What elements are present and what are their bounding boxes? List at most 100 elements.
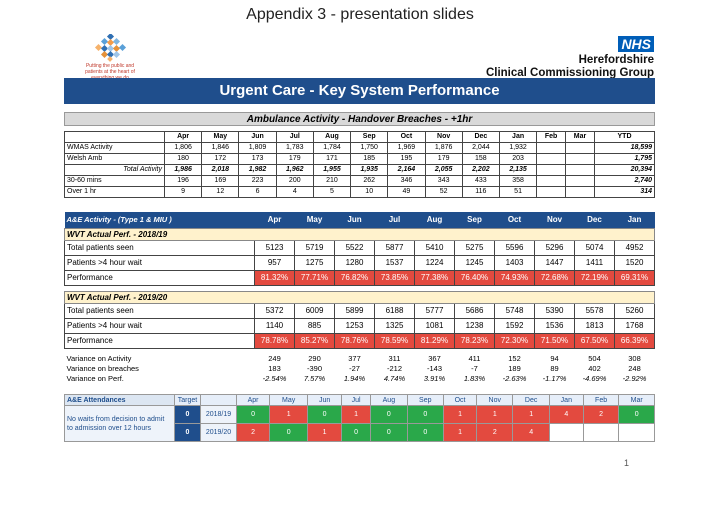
value-cell: 81.29%: [414, 333, 455, 349]
value-cell: 94: [550, 354, 559, 363]
value-cell: 85.27%: [294, 333, 335, 349]
ambulance-header-row: Apr May Jun Jul Aug Sep Oct Nov Dec Jan …: [64, 131, 655, 143]
month-header: Sep: [406, 394, 444, 406]
section-banner: Urgent Care - Key System Performance: [64, 78, 655, 104]
value-cell: [565, 164, 595, 176]
target-header: Target: [174, 394, 201, 406]
value-cell: 173: [238, 153, 277, 165]
target-cell: 0: [174, 423, 201, 442]
rag-cell: 2: [582, 405, 620, 424]
value-cell: 1,969: [387, 142, 426, 154]
value-cell: 311: [388, 354, 401, 363]
value-cell: 1447: [534, 255, 575, 271]
rag-cell: 0: [235, 405, 271, 424]
ambulance-row: Welsh Amb 180 172 173 179 171 185 195 179 158 203 1…: [64, 153, 655, 165]
ambulance-row: Total Activity 1,986 2,018 1,982 1,962 1,955 1…: [64, 164, 655, 176]
month-header: Aug: [414, 212, 455, 229]
attendances-header-row: A&E Attendances Target Apr May Jun Jul A…: [64, 394, 655, 406]
value-cell: 1280: [334, 255, 375, 271]
value-cell: 5719: [294, 240, 335, 256]
value-cell: 1536: [534, 318, 575, 334]
value-cell: 1,750: [350, 142, 389, 154]
value-cell: 5777: [414, 303, 455, 319]
attendance-row: 0 2019/20 2 0 1 0 0 0 1 2 4: [65, 423, 655, 442]
section-title: WVT Actual Perf. - 2018/19: [64, 228, 655, 241]
rag-cell: 1: [269, 405, 309, 424]
value-cell: 433: [461, 175, 500, 187]
value-cell: 5296: [534, 240, 575, 256]
row-label: Performance: [64, 270, 255, 286]
value-cell: 5275: [454, 240, 495, 256]
value-cell: 1,962: [275, 164, 314, 176]
rag-cell: [548, 423, 584, 442]
value-cell: 183: [268, 364, 281, 373]
ytd-cell: 18,599: [594, 142, 655, 154]
rag-cell: 0: [341, 423, 372, 442]
month-header: Sep: [350, 131, 389, 143]
value-cell: 1275: [294, 255, 335, 271]
value-cell: 1411: [574, 255, 615, 271]
value-cell: -2.54%: [262, 374, 287, 383]
value-cell: 169: [201, 175, 240, 187]
value-cell: 1,783: [275, 142, 314, 154]
attendance-description: No waits from decision to admit to admis…: [64, 405, 175, 442]
value-cell: 1,806: [163, 142, 203, 154]
value-cell: 6188: [374, 303, 415, 319]
month-header: Nov: [476, 394, 514, 406]
month-header: Oct: [387, 131, 426, 143]
value-cell: 189: [508, 364, 521, 373]
section-title: WVT Actual Perf. - 2019/20: [64, 291, 655, 304]
ytd-cell: 20,394: [594, 164, 655, 176]
value-cell: 179: [275, 153, 314, 165]
month-header: Jun: [334, 212, 375, 229]
month-header: May: [201, 131, 240, 143]
value-cell: 223: [238, 175, 277, 187]
ytd-cell: 314: [594, 186, 655, 198]
rag-cell: 0: [406, 423, 444, 442]
month-header: Mar: [618, 394, 655, 406]
value-cell: 346: [387, 175, 426, 187]
value-cell: 1,809: [238, 142, 277, 154]
value-cell: 5578: [574, 303, 615, 319]
value-cell: 262: [350, 175, 389, 187]
value-cell: 196: [163, 175, 203, 187]
value-cell: 116: [461, 186, 500, 198]
month-header: Apr: [235, 394, 271, 406]
month-header: Feb: [536, 131, 567, 143]
value-cell: 358: [498, 175, 538, 187]
value-cell: 343: [424, 175, 463, 187]
ambulance-row: Over 1 hr 9 12 6 4 5 10 49 52 116 51 314: [64, 186, 655, 198]
value-cell: 1245: [454, 255, 495, 271]
ae-row-wait: Patients >4 hour wait 957 1275 1280 1537 1224…: [64, 255, 655, 271]
value-cell: -143: [426, 364, 442, 373]
row-label: Variance on Perf.: [66, 374, 124, 383]
value-cell: 367: [428, 354, 441, 363]
value-cell: 1,982: [238, 164, 277, 176]
month-header: May: [294, 212, 335, 229]
rag-cell: 2: [476, 423, 514, 442]
value-cell: -7: [471, 364, 478, 373]
rag-cell: [618, 423, 655, 442]
section-title-row: WVT Actual Perf. - 2019/20: [64, 291, 655, 304]
value-cell: 6: [238, 186, 277, 198]
value-cell: 377: [348, 354, 361, 363]
rag-cell: 4: [512, 423, 550, 442]
row-label: Total patients seen: [64, 303, 255, 319]
row-label: Over 1 hr: [64, 186, 165, 198]
month-header: Sep: [454, 212, 495, 229]
month-header: Jan: [548, 394, 584, 406]
value-cell: -1.17%: [542, 374, 567, 383]
value-cell: -2.92%: [622, 374, 647, 383]
value-cell: 1813: [574, 318, 615, 334]
value-cell: 72.19%: [574, 270, 615, 286]
value-cell: -27: [349, 364, 360, 373]
rag-cell: 0: [370, 423, 408, 442]
value-cell: [565, 186, 595, 198]
ae-row-perf: Performance 81.32% 77.71% 76.82% 73.85% 77.38…: [64, 270, 655, 286]
value-cell: 66.39%: [614, 333, 655, 349]
rag-cell: 1: [341, 405, 372, 424]
value-cell: 7.57%: [303, 374, 326, 383]
month-header: Apr: [254, 212, 295, 229]
month-header: Feb: [582, 394, 620, 406]
row-label: Variance on breaches: [66, 364, 139, 373]
